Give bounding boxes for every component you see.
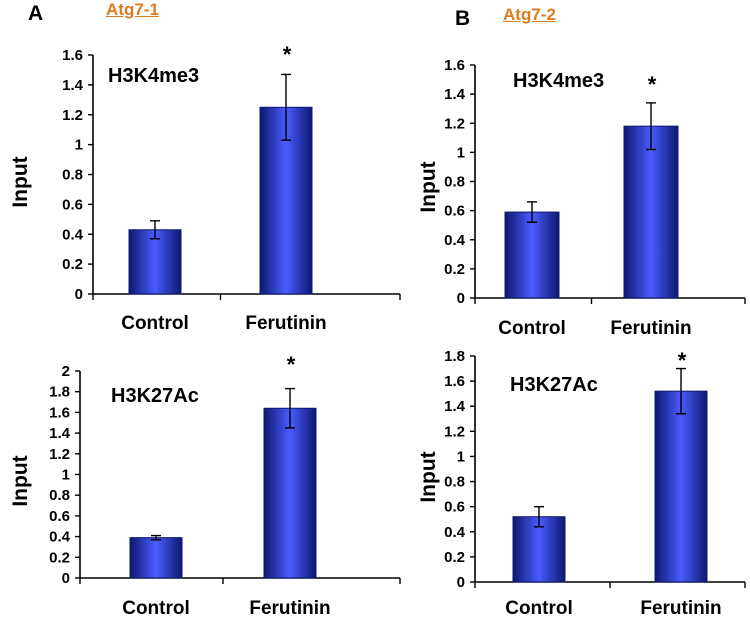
- y-tick-label: 1.4: [62, 77, 84, 94]
- bar-ferutinin[interactable]: [623, 125, 679, 299]
- y-tick-label: 0.8: [62, 167, 83, 184]
- y-tick-label: 1.6: [444, 57, 465, 74]
- y-tick-label: 1.4: [49, 425, 71, 442]
- bar-ferutinin[interactable]: [654, 390, 708, 583]
- panel-letter-b: B: [455, 7, 471, 30]
- significance-marker: *: [287, 352, 296, 377]
- y-tick-label: 1.8: [444, 348, 465, 365]
- histone-mark-label: H3K4me3: [513, 70, 604, 92]
- x-category-label: Control: [122, 598, 190, 619]
- significance-marker: *: [678, 348, 687, 373]
- histone-mark-label: H3K27Ac: [510, 374, 598, 396]
- significance-marker: *: [283, 42, 292, 67]
- x-category-label: Control: [498, 318, 566, 339]
- y-tick-label: 1.4: [444, 398, 466, 415]
- y-tick-label: 1: [457, 448, 465, 465]
- y-tick-label: 1.6: [444, 373, 465, 390]
- y-tick-label: 0.4: [62, 226, 84, 243]
- y-tick-label: 0.6: [49, 508, 70, 525]
- y-tick-label: 0.8: [444, 174, 465, 191]
- y-tick-label: 0.6: [444, 499, 465, 516]
- y-tick-label: 1.6: [62, 47, 83, 64]
- y-tick-label: 1.2: [444, 115, 465, 132]
- panel-title-atg7-2[interactable]: Atg7-2: [503, 5, 556, 24]
- y-tick-label: 0.2: [444, 261, 465, 278]
- y-tick-label: 1: [75, 137, 83, 154]
- x-category-label: Control: [505, 598, 573, 619]
- y-tick-label: 1.2: [62, 107, 83, 124]
- panel-title-atg7-1[interactable]: Atg7-1: [106, 0, 159, 19]
- y-tick-label: 0.2: [49, 549, 70, 566]
- y-tick-label: 0: [457, 574, 465, 591]
- y-axis-label: Input: [9, 455, 32, 506]
- y-tick-label: 0.4: [444, 232, 466, 249]
- y-tick-label: 1.4: [444, 86, 466, 103]
- y-tick-label: 1: [457, 144, 465, 161]
- y-axis-label: Input: [417, 451, 440, 502]
- y-tick-label: 0.4: [49, 529, 71, 546]
- y-tick-label: 0.6: [62, 196, 83, 213]
- bar-control[interactable]: [129, 537, 183, 579]
- y-axis-label: Input: [9, 156, 32, 207]
- x-category-label: Ferutinin: [245, 313, 326, 334]
- y-tick-label: 0.8: [444, 474, 465, 491]
- x-category-label: Ferutinin: [640, 598, 721, 619]
- x-category-label: Control: [121, 313, 189, 334]
- y-tick-label: 1.2: [49, 446, 70, 463]
- y-tick-label: 1: [62, 467, 70, 484]
- bar-control[interactable]: [512, 516, 566, 583]
- x-category-label: Ferutinin: [610, 318, 691, 339]
- y-axis-label: Input: [417, 161, 440, 212]
- y-tick-label: 0.6: [444, 203, 465, 220]
- y-tick-label: 0.2: [444, 549, 465, 566]
- x-category-label: Ferutinin: [249, 598, 330, 619]
- histone-mark-label: H3K27Ac: [111, 385, 199, 407]
- bar-ferutinin[interactable]: [263, 407, 317, 579]
- y-tick-label: 1.2: [444, 423, 465, 440]
- panel-letter-a: A: [28, 2, 44, 25]
- y-tick-label: 0.2: [62, 256, 83, 273]
- histone-mark-label: H3K4me3: [108, 65, 199, 87]
- y-tick-label: 0.4: [444, 524, 466, 541]
- y-tick-label: 0: [75, 286, 83, 303]
- y-tick-label: 1.6: [49, 404, 70, 421]
- significance-marker: *: [648, 72, 657, 97]
- y-tick-label: 1.8: [49, 384, 70, 401]
- y-tick-label: 0.8: [49, 487, 70, 504]
- y-tick-label: 0: [457, 290, 465, 307]
- bar-control[interactable]: [504, 211, 560, 299]
- y-tick-label: 2: [62, 363, 70, 380]
- y-tick-label: 0: [62, 570, 70, 587]
